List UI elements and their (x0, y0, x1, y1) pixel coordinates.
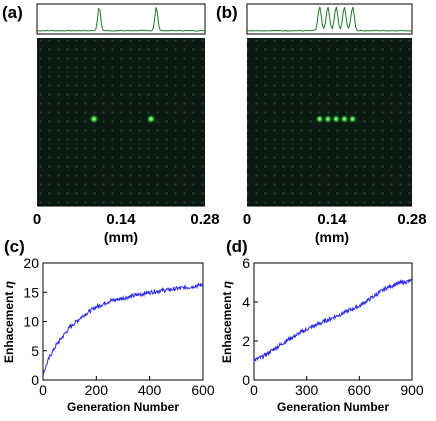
chart-d-ylabel: Enhacement η (220, 281, 234, 363)
chart-c-frame (42, 262, 204, 381)
x-tick-label: 0 (39, 382, 47, 398)
panel-b-unit: (mm) (315, 229, 349, 245)
y-tick-label: 6 (242, 255, 250, 271)
panel-d-label: (d) (226, 237, 248, 256)
y-tick-label: 10 (23, 314, 39, 330)
panel-b-focus-spots (315, 114, 358, 124)
chart-d-frame (253, 262, 413, 381)
chart-c-xlabel: Generation Number (67, 400, 179, 414)
panel-b-tick-1: 0.14 (317, 211, 347, 228)
chart-c-ticks: 0 200 400 600 0 5 10 15 20 (23, 255, 214, 398)
panel-a-tick-0: 0 (33, 211, 41, 228)
panel-c-label: (c) (4, 237, 25, 256)
x-tick-label: 600 (348, 382, 372, 398)
y-tick-label: 15 (23, 284, 39, 300)
chart-c-series-line (42, 282, 204, 375)
y-tick-label: 4 (242, 294, 250, 310)
panel-b-focus-spot (339, 114, 349, 124)
panel-c: (c) 0 200 400 600 0 5 10 15 20 Enhacement η Gene… (2, 237, 215, 414)
panel-b: (b) 0 0.14 0.28 (mm) (216, 3, 427, 245)
panel-b-focus-spot (348, 114, 358, 124)
y-tick-label: 5 (31, 343, 39, 359)
panel-b-profile-line (246, 6, 413, 32)
x-tick-label: 200 (85, 382, 109, 398)
y-tick-label: 0 (31, 372, 39, 388)
x-tick-label: 400 (138, 382, 162, 398)
panel-a-profile-box (36, 3, 206, 35)
panel-d: (d) 0 300 600 900 0 2 4 6 Enhacement η Generati… (220, 237, 424, 414)
chart-d-series-line (253, 278, 413, 363)
x-tick-label: 900 (400, 382, 424, 398)
panel-a: (a) 0 0.14 0.28 (mm) (2, 3, 220, 245)
panel-b-focus-spot (331, 114, 341, 124)
x-tick-label: 600 (191, 382, 215, 398)
chart-c-ylabel: Enhacement η (2, 281, 16, 363)
y-tick-label: 2 (242, 333, 250, 349)
panel-b-tick-0: 0 (243, 211, 251, 228)
panel-a-tick-2: 0.28 (190, 211, 219, 228)
chart-d-xlabel: Generation Number (277, 400, 389, 414)
panel-b-focus-spot (315, 114, 325, 124)
panel-a-profile-line (36, 7, 206, 32)
panel-a-label: (a) (2, 3, 23, 22)
panel-a-focus-spot (89, 114, 99, 124)
panel-b-label: (b) (216, 3, 238, 22)
panel-a-tick-1: 0.14 (106, 211, 136, 228)
panel-a-image (37, 38, 205, 206)
chart-d-ticks: 0 300 600 900 0 2 4 6 (242, 255, 424, 398)
y-tick-label: 20 (23, 255, 39, 271)
panel-b-focus-spot (323, 114, 333, 124)
y-tick-label: 0 (242, 372, 250, 388)
panel-a-unit: (mm) (104, 229, 138, 245)
panel-b-tick-2: 0.28 (397, 211, 426, 228)
panel-a-focus-spot (146, 114, 156, 124)
x-tick-label: 0 (250, 382, 258, 398)
x-tick-label: 300 (295, 382, 319, 398)
